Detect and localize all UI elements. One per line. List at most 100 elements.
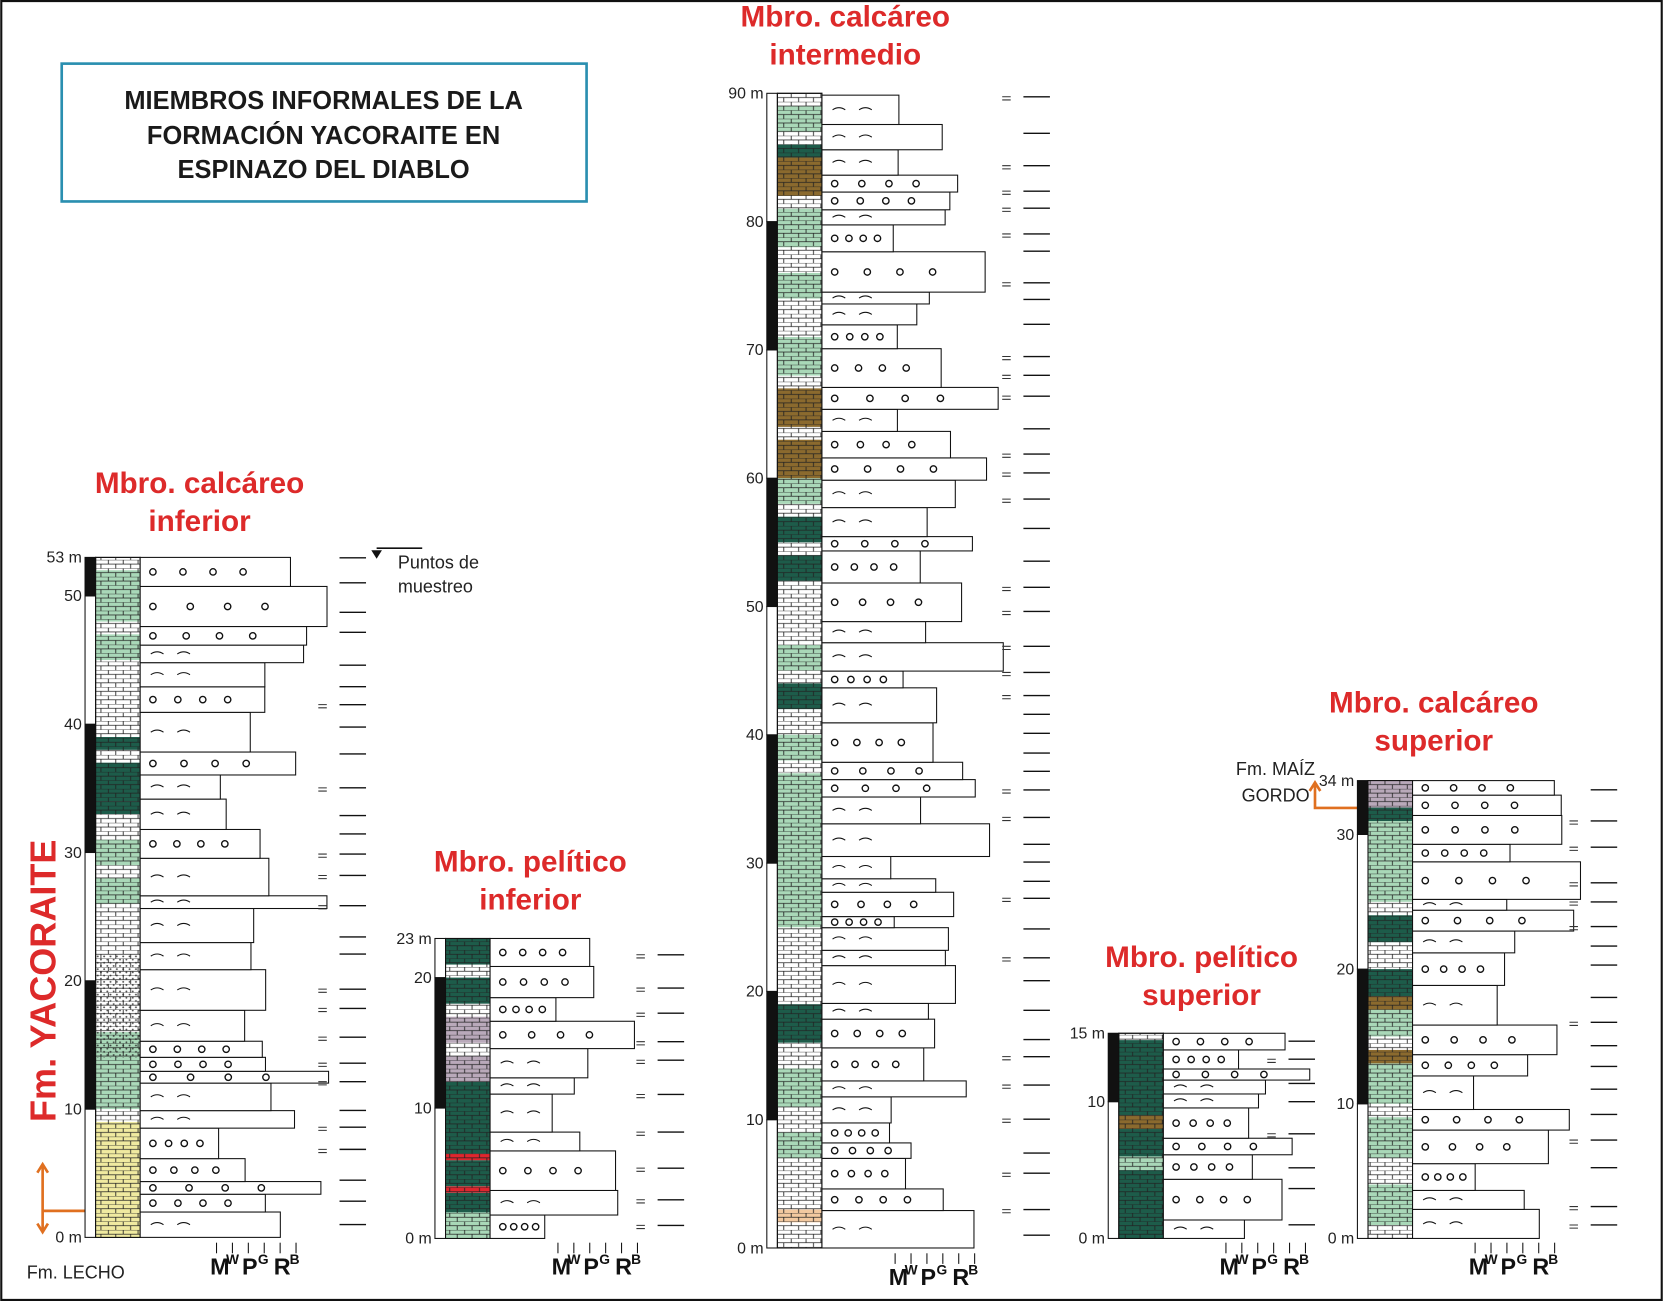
- clast: [908, 198, 914, 204]
- clast: [1422, 1117, 1428, 1123]
- title-text: MIEMBROS INFORMALES DE LA FORMACIÓN YACO…: [124, 87, 523, 184]
- bed: [1413, 1076, 1474, 1110]
- clast: [225, 1061, 231, 1067]
- lithology-pattern: [777, 93, 822, 1248]
- clast: [855, 365, 861, 371]
- clast: [150, 1140, 156, 1146]
- grain-scale-label: P: [583, 1253, 599, 1279]
- bed: [822, 824, 990, 857]
- clast: [187, 1074, 193, 1080]
- scale-bar: [85, 981, 96, 1109]
- clast: [174, 1046, 180, 1052]
- clast: [832, 676, 838, 682]
- clast: [854, 1030, 860, 1036]
- clast: [1246, 1038, 1252, 1044]
- grain-scale-label: G: [599, 1252, 610, 1267]
- clast: [864, 676, 870, 682]
- clast: [1450, 785, 1456, 791]
- clast: [832, 441, 838, 447]
- clast: [1173, 1143, 1179, 1149]
- clast: [216, 633, 222, 639]
- bed: [822, 292, 929, 304]
- clast: [513, 1006, 519, 1012]
- clast: [886, 180, 892, 186]
- clast: [559, 949, 565, 955]
- grain-scale-label: W: [905, 1262, 918, 1277]
- grain-scale-label: B: [1548, 1252, 1558, 1267]
- clast: [1422, 827, 1428, 833]
- clast: [1452, 827, 1458, 833]
- bed: [822, 1097, 891, 1123]
- grain-scale-label: R: [1283, 1253, 1300, 1279]
- clast: [1202, 1071, 1208, 1077]
- scale-bar: [435, 978, 446, 1108]
- clast: [200, 1200, 206, 1206]
- grain-scale-label: W: [1235, 1252, 1248, 1267]
- clast: [930, 466, 936, 472]
- grain-scale-label: B: [290, 1252, 300, 1267]
- clast: [832, 901, 838, 907]
- grain-scale-label: P: [1251, 1253, 1267, 1279]
- clast: [1224, 1120, 1230, 1126]
- depth-label: 20: [414, 970, 432, 987]
- grain-scale-label: R: [952, 1264, 969, 1290]
- clast: [1453, 1117, 1459, 1123]
- bed: [1163, 1220, 1244, 1238]
- clast: [832, 785, 838, 791]
- clast: [150, 1074, 156, 1080]
- clast: [528, 1032, 534, 1038]
- scale-bar: [1357, 781, 1368, 835]
- lithology-pattern: [1368, 781, 1413, 1239]
- clast: [1512, 827, 1518, 833]
- clast: [1422, 877, 1428, 883]
- clast: [223, 1046, 229, 1052]
- scale-bar: [767, 222, 778, 350]
- clast: [854, 739, 860, 745]
- clast: [1445, 1062, 1451, 1068]
- clast: [180, 569, 186, 575]
- clast: [187, 603, 193, 609]
- clast: [1209, 1164, 1215, 1170]
- clast: [897, 466, 903, 472]
- figure: MIEMBROS INFORMALES DE LA FORMACIÓN YACO…: [0, 0, 1663, 1301]
- clast: [1226, 1164, 1232, 1170]
- clast: [150, 1200, 156, 1206]
- depth-label: 30: [64, 845, 82, 862]
- title-line: FORMACIÓN YACORAITE EN: [147, 120, 500, 150]
- clast: [1456, 877, 1462, 883]
- clast: [857, 198, 863, 204]
- scale-bar: [1357, 969, 1368, 1104]
- bed: [1413, 899, 1507, 910]
- clast: [1487, 917, 1493, 923]
- grain-scale-label: P: [921, 1264, 937, 1290]
- clast: [1197, 1196, 1203, 1202]
- clast: [258, 1185, 264, 1191]
- depth-label: 10: [64, 1101, 82, 1118]
- clast: [526, 1006, 532, 1012]
- column-title: inferior: [479, 884, 582, 917]
- column-title: superior: [1142, 979, 1261, 1012]
- clast: [916, 768, 922, 774]
- grain-scale-label: R: [274, 1253, 291, 1279]
- clast: [882, 1170, 888, 1176]
- clast: [904, 1197, 910, 1203]
- clast: [864, 466, 870, 472]
- clast: [1451, 1037, 1457, 1043]
- clast: [240, 569, 246, 575]
- depth-label: 50: [746, 599, 764, 616]
- clast: [832, 466, 838, 472]
- clast: [174, 841, 180, 847]
- bed: [490, 1190, 618, 1215]
- clast: [847, 334, 853, 340]
- clast: [852, 1061, 858, 1067]
- clast: [859, 599, 865, 605]
- clast: [832, 739, 838, 745]
- clast: [212, 760, 218, 766]
- depth-label: 40: [64, 716, 82, 733]
- clast: [224, 603, 230, 609]
- clast: [875, 919, 881, 925]
- clast: [500, 1032, 506, 1038]
- scale-bar: [767, 606, 778, 734]
- clast: [832, 919, 838, 925]
- depth-label: 40: [746, 727, 764, 744]
